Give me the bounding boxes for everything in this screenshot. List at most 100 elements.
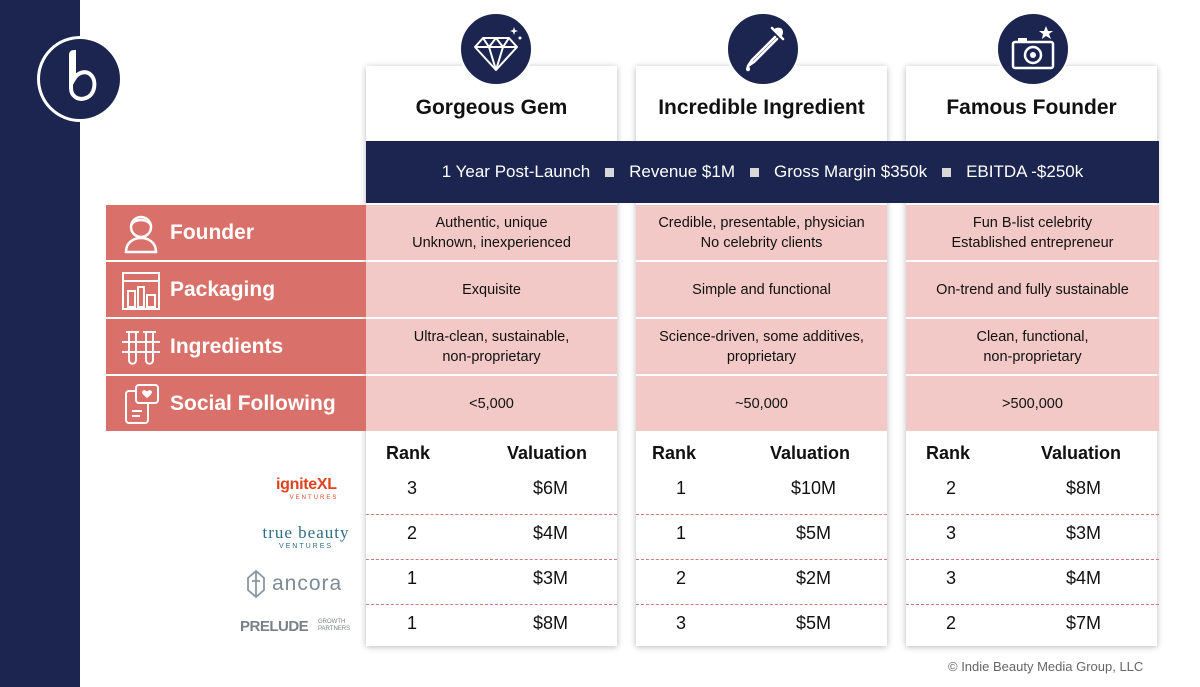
investor-name: igniteXL <box>276 476 337 493</box>
ignitexl-logo: igniteXL VENTURES <box>276 476 352 504</box>
row-label-social-following: Social Following <box>106 376 366 431</box>
profile-title: Gorgeous Gem <box>415 96 568 119</box>
valuation-header: Valuation <box>507 443 588 463</box>
brand-logo <box>37 36 123 122</box>
scenario-item: 1 Year Post-Launch <box>441 162 591 181</box>
square-bullet-icon <box>750 167 759 177</box>
packaging-icon <box>122 271 160 310</box>
row-divider <box>366 604 617 605</box>
cell-line: Unknown, inexperienced <box>412 234 571 251</box>
true-beauty-ventures-logo: true beauty VENTURES <box>256 524 356 552</box>
cell-line: non-proprietary <box>983 348 1082 365</box>
row-divider <box>906 559 1159 560</box>
rank-header: Rank <box>652 443 697 463</box>
row-label-text: Social Following <box>170 391 336 415</box>
profile-title: Incredible Ingredient <box>658 96 865 119</box>
valuation-value: $4M <box>533 523 569 543</box>
cell-line: Clean, functional, <box>976 328 1089 345</box>
rank-value: 2 <box>946 613 957 633</box>
row-label-text: Founder <box>170 220 254 244</box>
investor-name: ancora <box>272 572 343 595</box>
cell-line: Simple and functional <box>692 281 831 298</box>
investor-subtitle: VENTURES <box>289 495 339 501</box>
row-divider <box>636 559 887 560</box>
dropper-icon <box>726 12 800 86</box>
rank-header: Rank <box>386 443 431 463</box>
valuation-value: $4M <box>1066 568 1102 588</box>
row-divider <box>636 514 887 515</box>
cell-line: Ultra-clean, sustainable, <box>413 328 570 345</box>
row-divider <box>366 559 617 560</box>
cell-line: <5,000 <box>469 395 514 412</box>
row-label-packaging: Packaging <box>106 262 366 317</box>
rank-value: 3 <box>676 613 687 633</box>
investor-subtitle: VENTURES <box>278 543 334 550</box>
row-label-text: Packaging <box>170 277 276 301</box>
scenario-item: Gross Margin $350k <box>774 162 928 181</box>
row-divider <box>906 514 1159 515</box>
rank-value: 2 <box>407 523 418 543</box>
packaging-cell: On-trend and fully sustainable <box>906 262 1159 317</box>
founder-icon <box>124 215 158 253</box>
valuation-value: $5M <box>796 523 832 543</box>
ingredients-cell: Ultra-clean, sustainable, non-proprietar… <box>366 319 617 374</box>
valuation-header: Valuation <box>1041 443 1122 463</box>
founder-cell: Authentic, unique Unknown, inexperienced <box>366 205 617 260</box>
profile-title: Famous Founder <box>946 96 1117 119</box>
ingredients-cell: Clean, functional, non-proprietary <box>906 319 1159 374</box>
copyright-notice: © Indie Beauty Media Group, LLC <box>948 659 1144 674</box>
founder-cell: Fun B-list celebrity Established entrepr… <box>906 205 1159 260</box>
rank-value: 1 <box>407 613 418 633</box>
cell-line: ~50,000 <box>735 395 788 412</box>
cell-line: Authentic, unique <box>435 214 548 231</box>
rank-header: Rank <box>926 443 971 463</box>
cell-line: Established entrepreneur <box>951 234 1114 251</box>
cell-line: Science-driven, some additives, <box>659 328 864 345</box>
packaging-cell: Exquisite <box>366 262 617 317</box>
cell-line: No celebrity clients <box>700 234 823 251</box>
founder-cell: Credible, presentable, physician No cele… <box>636 205 887 260</box>
rank-value: 1 <box>407 568 418 588</box>
cell-line: proprietary <box>726 348 797 365</box>
rank-value: 2 <box>946 478 957 498</box>
valuation-value: $5M <box>796 613 832 633</box>
test-tubes-icon <box>122 330 160 365</box>
investor-name: true beauty <box>262 523 350 542</box>
investor-name: PRELUDE <box>240 618 309 635</box>
valuation-value: $3M <box>1066 523 1102 543</box>
ancora-logo: ancora <box>246 568 354 600</box>
cell-line: Credible, presentable, physician <box>658 214 865 231</box>
rank-value: 3 <box>946 568 957 588</box>
packaging-cell: Simple and functional <box>636 262 887 317</box>
rank-value: 2 <box>676 568 687 588</box>
row-divider <box>636 604 887 605</box>
valuation-value: $7M <box>1066 613 1102 633</box>
ancora-mark-icon <box>247 569 265 599</box>
rank-value: 3 <box>946 523 957 543</box>
investor-subtitle: GROWTH PARTNERS <box>318 619 351 632</box>
cell-line: On-trend and fully sustainable <box>936 281 1129 298</box>
valuation-value: $3M <box>533 568 569 588</box>
row-label-founder: Founder <box>106 205 366 260</box>
valuation-header: Valuation <box>770 443 851 463</box>
social-following-cell: >500,000 <box>906 376 1159 431</box>
social-following-cell: ~50,000 <box>636 376 887 431</box>
diamond-icon <box>459 12 533 86</box>
social-phone-icon <box>125 383 159 424</box>
cell-line: >500,000 <box>1002 395 1063 412</box>
scenario-item: EBITDA -$250k <box>966 162 1084 181</box>
scenario-banner: 1 Year Post-Launch Revenue $1M Gross Mar… <box>366 141 1159 203</box>
camera-icon <box>996 12 1070 86</box>
scenario-item: Revenue $1M <box>629 162 735 181</box>
square-bullet-icon <box>605 167 615 177</box>
cell-line: non-proprietary <box>442 348 541 365</box>
row-label-ingredients: Ingredients <box>106 319 366 374</box>
square-bullet-icon <box>942 167 952 177</box>
row-divider <box>906 604 1159 605</box>
ingredients-cell: Science-driven, some additives, propriet… <box>636 319 887 374</box>
prelude-growth-partners-logo: PRELUDE GROWTH PARTNERS <box>240 617 355 637</box>
valuation-value: $8M <box>533 613 569 633</box>
cell-line: Exquisite <box>462 281 521 298</box>
row-divider <box>366 514 617 515</box>
rank-value: 1 <box>676 523 687 543</box>
